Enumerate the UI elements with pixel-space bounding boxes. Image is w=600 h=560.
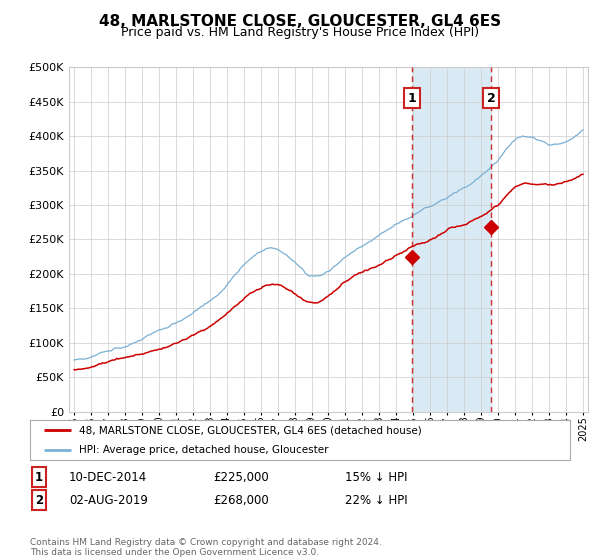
Text: £225,000: £225,000 [213, 470, 269, 484]
Text: 48, MARLSTONE CLOSE, GLOUCESTER, GL4 6ES (detached house): 48, MARLSTONE CLOSE, GLOUCESTER, GL4 6ES… [79, 426, 421, 436]
Text: 2: 2 [35, 493, 43, 507]
Text: Price paid vs. HM Land Registry's House Price Index (HPI): Price paid vs. HM Land Registry's House … [121, 26, 479, 39]
Text: 1: 1 [407, 92, 416, 105]
Text: 48, MARLSTONE CLOSE, GLOUCESTER, GL4 6ES: 48, MARLSTONE CLOSE, GLOUCESTER, GL4 6ES [99, 14, 501, 29]
Text: 10-DEC-2014: 10-DEC-2014 [69, 470, 147, 484]
Text: 15% ↓ HPI: 15% ↓ HPI [345, 470, 407, 484]
Text: HPI: Average price, detached house, Gloucester: HPI: Average price, detached house, Glou… [79, 445, 328, 455]
Text: 2: 2 [487, 92, 496, 105]
Text: 22% ↓ HPI: 22% ↓ HPI [345, 493, 407, 507]
Text: £268,000: £268,000 [213, 493, 269, 507]
Text: 02-AUG-2019: 02-AUG-2019 [69, 493, 148, 507]
Text: 1: 1 [35, 470, 43, 484]
Bar [412, 67, 491, 412]
Text: Contains HM Land Registry data © Crown copyright and database right 2024.
This d: Contains HM Land Registry data © Crown c… [30, 538, 382, 557]
